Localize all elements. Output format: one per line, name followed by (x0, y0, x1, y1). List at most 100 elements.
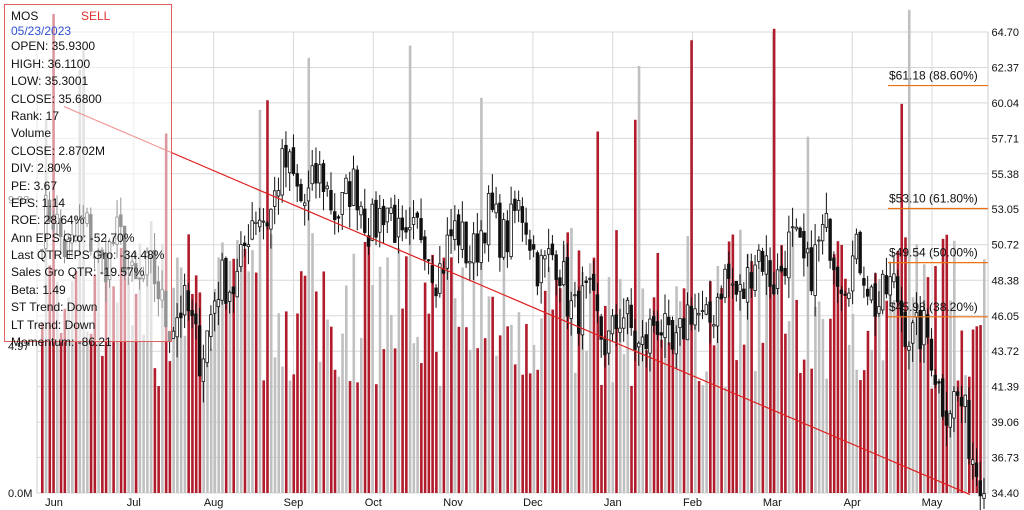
volume-bar (491, 296, 494, 493)
volume-bar (742, 344, 746, 493)
candle-body (284, 144, 288, 168)
volume-bar (956, 380, 960, 493)
volume-bar (375, 384, 378, 493)
candle-body (438, 263, 442, 294)
info-row: ROE: 28.64% (11, 213, 85, 228)
candle-body (475, 233, 480, 263)
candle-body (310, 165, 314, 185)
trend-line-segment (63, 105, 971, 496)
volume-bar (577, 250, 581, 493)
candle-body (775, 269, 780, 289)
volume-bar (588, 263, 592, 493)
volume-bar (836, 241, 840, 493)
volume-bar (393, 348, 397, 493)
volume-bar (213, 288, 217, 493)
price-tick-label: 57.71 (991, 133, 1019, 145)
volume-bar (284, 311, 288, 493)
volume-bar (123, 247, 127, 493)
candle-body (719, 293, 723, 300)
volume-bar (318, 361, 322, 493)
candle-body (546, 248, 551, 255)
volume-bar (161, 243, 164, 493)
volume-bar (450, 257, 453, 493)
fib-label: $45.98 (38.20%) (889, 300, 978, 314)
volume-bar (412, 343, 416, 493)
volume-bar (705, 371, 708, 493)
volume-bar (881, 360, 885, 493)
candle-body (227, 291, 232, 302)
candle-body (929, 338, 934, 371)
candle-body (509, 203, 513, 257)
quote-date: 05/23/2023 (11, 24, 72, 39)
candle-body (790, 226, 795, 229)
volume-bar (817, 301, 821, 493)
candle-body (205, 330, 209, 363)
volume-bar (236, 240, 239, 493)
volume-bar (663, 320, 667, 493)
volume-bar (206, 353, 209, 493)
volume-bar (243, 248, 247, 493)
candle-body (374, 199, 378, 238)
volume-bar (761, 342, 765, 493)
volume-bar (979, 325, 982, 493)
volume-bar (630, 385, 633, 493)
volume-bar (641, 288, 645, 493)
candle-body (197, 325, 202, 377)
candle-body (336, 216, 341, 219)
candle-body (179, 312, 183, 319)
candle-body (363, 208, 367, 233)
volume-bar (89, 333, 93, 493)
month-tick-label: May (922, 497, 943, 509)
candle-body (820, 224, 825, 242)
volume-bar (329, 326, 333, 493)
volume-bar (341, 333, 344, 493)
volume-bar (945, 234, 949, 494)
volume-bar (799, 372, 802, 493)
volume-bar (840, 244, 843, 493)
candle-body (963, 394, 967, 408)
volume-bar (506, 326, 509, 493)
candle-body (212, 300, 217, 314)
candle-body (903, 311, 907, 347)
candle-body (847, 292, 851, 299)
month-tick-label: Nov (443, 497, 463, 509)
volume-bar (194, 275, 198, 493)
price-tick-label: 64.70 (991, 27, 1019, 39)
candle-body (558, 277, 562, 286)
volume-bar (487, 296, 491, 493)
candle-body (246, 244, 251, 248)
volume-bar (543, 290, 547, 493)
price-tick-label: 62.37 (991, 62, 1019, 74)
candle-body (186, 290, 191, 312)
candle-body (832, 257, 836, 271)
volume-bar (397, 248, 401, 493)
volume-bar (618, 279, 622, 493)
volume-bar (221, 242, 224, 493)
volume-bar (847, 344, 851, 493)
info-row: LOW: 35.3001 (11, 74, 89, 89)
volume-bar (532, 345, 536, 493)
volume-bar (679, 301, 682, 493)
candle-body (865, 288, 870, 297)
candle-body (794, 226, 799, 230)
candle-body (824, 212, 829, 228)
info-row: HIGH: 36.1100 (11, 56, 91, 71)
candle-body (295, 173, 299, 187)
volume-bar (472, 264, 476, 493)
volume-bar (273, 357, 277, 493)
candle-body (704, 304, 708, 315)
candle-body (700, 310, 705, 312)
volume-bar (671, 329, 675, 493)
candle-body (378, 207, 382, 233)
volume-bar (56, 282, 59, 493)
candle-body (449, 229, 453, 237)
candle-body (531, 244, 536, 250)
candle-body (663, 313, 667, 338)
candle-body (674, 332, 678, 355)
volume-bar (457, 326, 461, 493)
volume-bar (585, 350, 588, 493)
volume-bar (975, 326, 979, 493)
candle-body (850, 255, 855, 292)
volume-bar (844, 278, 847, 493)
candle-body (783, 267, 787, 277)
